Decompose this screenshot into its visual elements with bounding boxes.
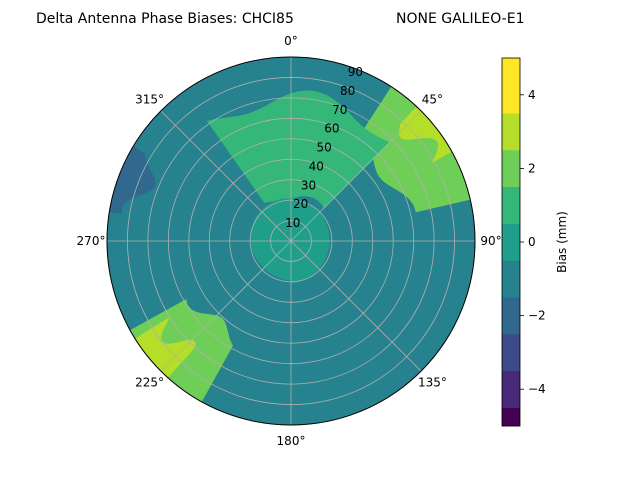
colorbar-label: Bias (mm) [555,211,569,273]
azimuth-tick-label: 270° [77,234,106,248]
colorbar-tick-label: −4 [528,382,546,396]
azimuth-gridline [290,240,422,372]
colorbar-band [502,58,520,77]
colorbar-band [502,150,520,188]
colorbar-band [502,334,520,372]
colorbar-tick-label: 0 [528,235,536,249]
polar-frame [106,56,476,426]
azimuth-tick-label: 45° [422,93,443,107]
radial-tick-label: 20 [293,197,308,211]
radial-tick-label: 30 [301,178,316,192]
radial-tick-label: 70 [332,103,347,117]
colorbar-band [502,113,520,151]
contour-region [107,145,156,215]
azimuth-gridline [160,110,292,242]
contour-region [118,316,196,389]
radial-tick-label: 60 [324,122,339,136]
azimuth-tick-label: 135° [418,375,447,389]
colorbar-band [502,186,520,224]
azimuth-tick-label: 90° [480,234,501,248]
colorbar-band [502,223,520,261]
colorbar-band [502,260,520,298]
azimuth-tick-label: 0° [284,34,298,48]
azimuth-tick-label: 315° [135,93,164,107]
radial-tick-label: 80 [340,84,355,98]
colorbar: −4 −2 0 2 4 Bias (mm) [501,57,569,427]
radial-tick-label: 90 [348,65,363,79]
contour-region [399,89,461,164]
contour-region [191,332,352,425]
colorbar-band [502,76,520,114]
radial-labels: 10 20 30 40 50 60 70 80 90 [285,65,363,230]
chart-subtitle: NONE GALILEO-E1 [396,11,524,27]
azimuth-tick-label: 225° [135,375,164,389]
colorbar-bands [502,58,520,427]
colorbar-ticks: −4 −2 0 2 4 [520,88,546,396]
contour-region [360,68,475,213]
colorbar-band [502,407,520,427]
radial-tick-label: 50 [316,141,331,155]
radial-tick-label: 40 [309,159,324,173]
contour-region [189,57,362,107]
azimuth-gridline [290,110,422,242]
azimuth-gridline [160,240,292,372]
colorbar-band [502,370,520,408]
chart-title: Delta Antenna Phase Biases: CHCI85 [36,11,294,27]
radial-tick-label: 10 [285,216,300,230]
polar-grid [106,56,476,426]
colorbar-tick-label: 4 [528,88,536,102]
azimuth-tick-label: 180° [277,434,306,448]
azimuth-labels: 0° 45° 90° 135° 180° 225° 270° 315° [77,34,502,448]
colorbar-tick-label: −2 [528,309,546,323]
colorbar-band [502,297,520,335]
colorbar-tick-label: 2 [528,161,536,175]
